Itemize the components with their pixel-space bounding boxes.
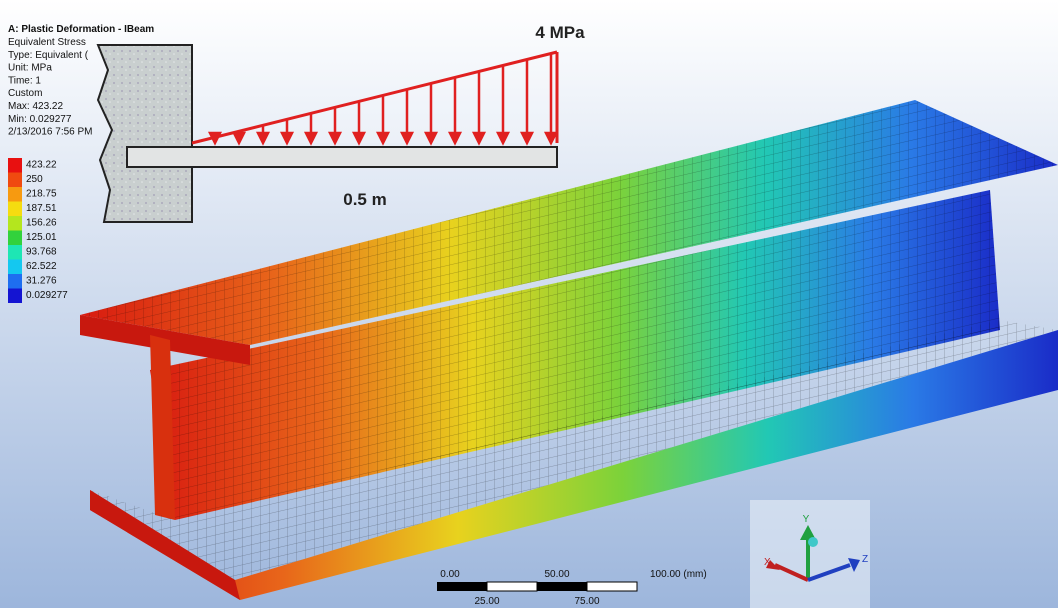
legend-label: 250 (26, 174, 43, 185)
legend-label: 31.276 (26, 276, 57, 287)
legend-swatch (8, 216, 22, 231)
viewport: 4 MPa 0.5 m A: Plastic Deformation - IBe… (0, 0, 1058, 608)
info-line: Type: Equivalent ( (8, 50, 89, 61)
scale-label: 100.00 (mm) (650, 569, 707, 580)
triad: Y X Z (750, 500, 870, 608)
info-line: Min: 0.029277 (8, 114, 72, 125)
legend-label: 218.75 (26, 189, 57, 200)
legend-label: 423.22 (26, 160, 57, 171)
scale-label: 75.00 (574, 596, 599, 607)
scale-label: 25.00 (474, 596, 499, 607)
legend-swatch (8, 274, 22, 289)
legend-label: 0.029277 (26, 290, 68, 301)
info-line: Custom (8, 88, 42, 99)
legend-label: 93.768 (26, 247, 57, 258)
title: A: Plastic Deformation - IBeam (8, 24, 154, 35)
scale-label: 0.00 (440, 569, 460, 580)
legend-label: 62.522 (26, 261, 57, 272)
info-line: Equivalent Stress (8, 37, 86, 48)
legend-swatch (8, 187, 22, 202)
legend-swatch (8, 158, 22, 173)
legend-label: 125.01 (26, 232, 57, 243)
length-label: 0.5 m (343, 190, 386, 209)
legend-swatch (8, 202, 22, 217)
legend-label: 187.51 (26, 203, 57, 214)
legend-swatch (8, 231, 22, 246)
legend-swatch (8, 245, 22, 260)
legend-swatch (8, 173, 22, 188)
axis-label: Y (803, 514, 810, 525)
legend-swatch (8, 289, 22, 304)
scale-label: 50.00 (544, 569, 569, 580)
info-line: Time: 1 (8, 75, 41, 86)
load-label: 4 MPa (535, 23, 585, 42)
legend-label: 156.26 (26, 218, 57, 229)
info-line: Max: 423.22 (8, 101, 63, 112)
axis-label: Z (862, 554, 868, 565)
legend-swatch (8, 260, 22, 275)
axis-label: X (764, 557, 771, 568)
info-line: 2/13/2016 7:56 PM (8, 127, 93, 138)
info-line: Unit: MPa (8, 63, 52, 74)
